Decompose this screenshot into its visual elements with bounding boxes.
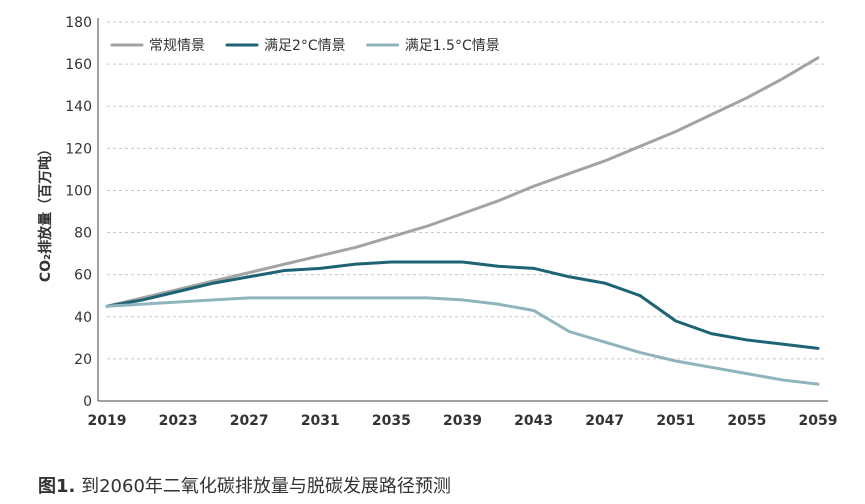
y-tick-label: 160: [65, 57, 92, 73]
y-axis-label-group: CO₂排放量（百万吨）: [37, 142, 54, 282]
x-tick-label: 2027: [230, 413, 269, 429]
y-tick-label: 20: [74, 352, 92, 368]
y-tick-label: 100: [65, 183, 92, 199]
series-line-1: [105, 260, 820, 350]
y-tick-label: 40: [74, 310, 92, 326]
legend-label: 常规情景: [149, 38, 205, 54]
x-tick-label: 2023: [159, 413, 198, 429]
legend: 常规情景 满足2°C情景 满足1.5°C情景: [110, 38, 500, 54]
y-tick-label: 60: [74, 268, 92, 284]
gridlines: [107, 21, 826, 360]
x-tick-label: 2019: [88, 413, 127, 429]
series-lines: [105, 56, 820, 386]
legend-label: 满足2°C情景: [264, 38, 346, 54]
x-tick-label: 2031: [301, 413, 340, 429]
line-chart: 0 20 40 60 80 100 120 140 160 180 2019 2023 2027 2031…: [37, 15, 837, 429]
x-tick-label: 2055: [727, 413, 766, 429]
x-tick-label: 2059: [799, 413, 838, 429]
series-line-0: [105, 56, 820, 308]
figure-caption: 图1. 到2060年二氧化碳排放量与脱碳发展路径预测: [38, 472, 451, 498]
x-tick-label: 2043: [514, 413, 553, 429]
y-tick-label: 80: [74, 226, 92, 242]
axes: 0 20 40 60 80 100 120 140 160 180 2019 2023 2027 2031…: [65, 15, 837, 429]
x-tick-label: 2051: [656, 413, 695, 429]
y-tick-label: 140: [65, 99, 92, 115]
x-tick-label: 2035: [372, 413, 411, 429]
figure-caption-text: 到2060年二氧化碳排放量与脱碳发展路径预测: [81, 476, 451, 497]
y-tick-label: 120: [65, 141, 92, 157]
y-axis-label: CO₂排放量（百万吨）: [37, 142, 54, 282]
y-tick-label: 180: [65, 15, 92, 31]
y-tick-label: 0: [83, 394, 92, 410]
series-line-2: [105, 296, 820, 386]
figure-caption-label: 图1.: [38, 476, 76, 497]
legend-label: 满足1.5°C情景: [405, 38, 500, 54]
x-tick-label: 2047: [585, 413, 624, 429]
x-tick-label: 2039: [443, 413, 482, 429]
